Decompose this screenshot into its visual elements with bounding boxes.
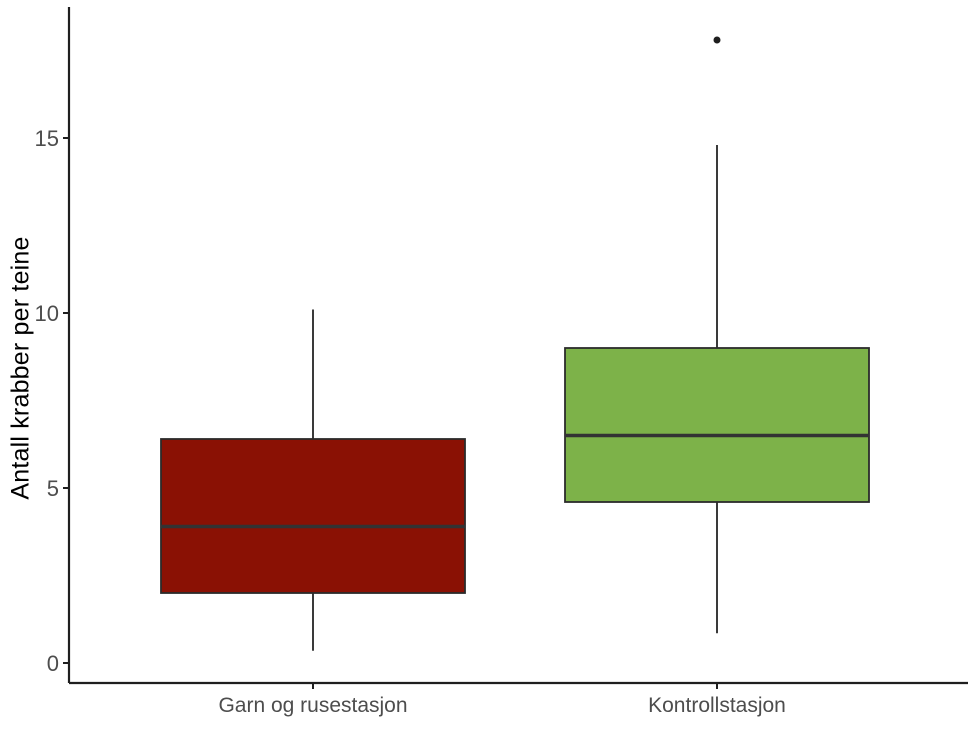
- x-tick-label: Kontrollstasjon: [648, 694, 786, 717]
- x-tick-label: Garn og rusestasjon: [218, 694, 407, 717]
- y-tick-label: 15: [35, 126, 59, 151]
- y-axis-title: Antall krabber per teine: [6, 236, 35, 500]
- box-rect: [160, 438, 466, 594]
- y-tick-label: 5: [47, 476, 59, 501]
- y-tick-label: 10: [35, 301, 59, 326]
- y-tick-label: 0: [47, 651, 59, 676]
- outlier-point: [713, 36, 721, 44]
- box-rect: [564, 347, 870, 503]
